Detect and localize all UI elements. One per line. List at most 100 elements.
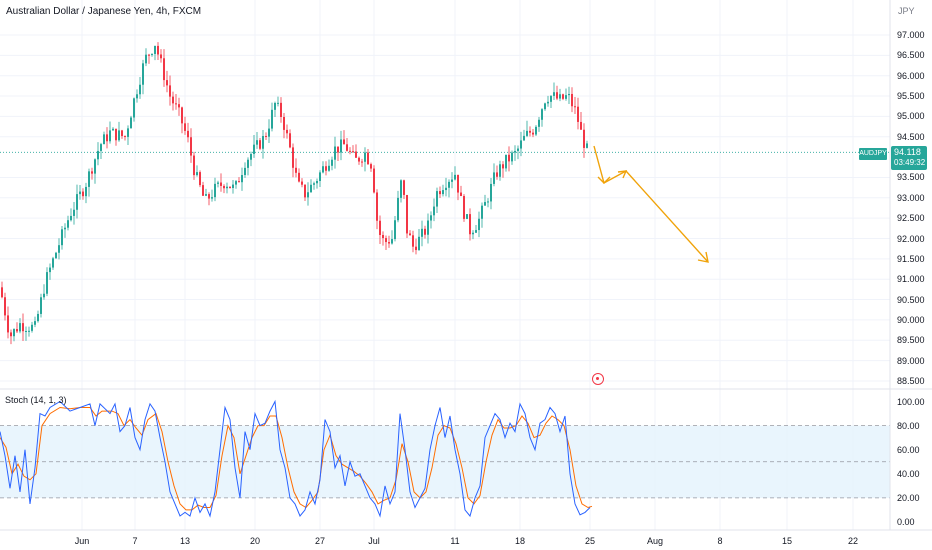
candle-body	[37, 313, 39, 322]
time-tick-label: 22	[847, 536, 859, 546]
price-tick-label: 91.000	[897, 274, 925, 285]
candle-body	[565, 95, 567, 99]
stoch-tick-label: 100.00	[897, 396, 925, 407]
candle-body	[538, 119, 540, 127]
candle-body	[541, 109, 543, 120]
time-tick-label: 18	[514, 536, 526, 546]
candle-body	[325, 166, 327, 171]
candle-body	[106, 134, 108, 142]
candle-body	[580, 121, 582, 130]
candle-body	[22, 323, 24, 332]
candle-body	[73, 209, 75, 216]
candle-body	[535, 126, 537, 135]
time-tick-label: Jun	[74, 536, 90, 546]
time-tick-label: 13	[179, 536, 191, 546]
last-price-value: 94.118	[894, 147, 921, 157]
candle-body	[439, 191, 441, 195]
candle-body	[337, 146, 339, 153]
candle-body	[187, 130, 189, 138]
candle-body	[463, 196, 465, 219]
candle-body	[46, 272, 48, 294]
candle-body	[283, 116, 285, 130]
target-marker-icon[interactable]	[592, 373, 604, 385]
candle-body	[139, 84, 141, 95]
candle-body	[511, 152, 513, 162]
candle-body	[274, 102, 276, 110]
candle-body	[226, 186, 228, 189]
price-tick-label: 97.000	[897, 30, 925, 40]
candle-body	[97, 150, 99, 160]
time-tick-label: 27	[314, 536, 326, 546]
candle-body	[151, 53, 153, 55]
candle-body	[49, 267, 51, 273]
candle-body	[415, 246, 417, 251]
candle-body	[64, 227, 66, 230]
candle-body	[472, 232, 474, 235]
candle-body	[250, 153, 252, 160]
candle-body	[457, 174, 459, 193]
time-tick-label: 20	[249, 536, 261, 546]
candle-body	[202, 185, 204, 196]
candle-body	[496, 172, 498, 177]
candle-body	[307, 192, 309, 198]
candle-body	[88, 171, 90, 187]
candle-body	[148, 54, 150, 56]
symbol-tag: AUDJPY	[859, 148, 887, 160]
price-tick-label: 96.500	[897, 50, 925, 61]
stoch-title[interactable]: Stoch (14, 1, 3)	[5, 395, 67, 405]
candle-body	[301, 181, 303, 185]
time-tick-label: Jul	[368, 536, 380, 546]
candle-body	[349, 150, 351, 152]
candle-body	[523, 135, 525, 141]
candle-body	[193, 155, 195, 176]
candle-body	[157, 45, 159, 55]
candle-body	[271, 109, 273, 129]
candle-body	[298, 172, 300, 182]
candle-body	[559, 94, 561, 99]
time-tick-label: 15	[781, 536, 793, 546]
candle-body	[544, 103, 546, 110]
candle-body	[529, 130, 531, 133]
candle-body	[448, 181, 450, 188]
candle-body	[418, 236, 420, 251]
price-tick-label: 90.000	[897, 314, 925, 325]
candle-body	[184, 123, 186, 131]
candle-body	[385, 238, 387, 243]
candle-body	[220, 182, 222, 186]
candle-body	[262, 136, 264, 149]
candle-body	[160, 54, 162, 59]
candle-body	[103, 134, 105, 145]
candle-body	[520, 140, 522, 149]
candle-body	[43, 293, 45, 298]
candle-body	[7, 315, 9, 333]
candle-body	[67, 220, 69, 228]
candle-body	[409, 233, 411, 236]
candle-body	[145, 54, 147, 64]
currency-label: JPY	[898, 6, 915, 16]
candle-body	[319, 172, 321, 181]
candle-body	[268, 128, 270, 137]
price-tick-label: 89.500	[897, 335, 925, 346]
candle-body	[316, 180, 318, 184]
candle-body	[499, 164, 501, 177]
candle-body	[328, 165, 330, 171]
candle-body	[562, 94, 564, 99]
candle-body	[172, 96, 174, 104]
trend-arrow-drawing[interactable]	[593, 145, 709, 263]
candle-body	[4, 297, 6, 316]
candle-body	[232, 184, 234, 189]
candle-body	[367, 152, 369, 165]
candle-body	[223, 185, 225, 189]
candle-body	[397, 197, 399, 221]
candle-body	[124, 136, 126, 138]
candle-body	[334, 146, 336, 160]
candle-body	[85, 186, 87, 197]
candle-body	[19, 323, 21, 332]
candle-body	[100, 144, 102, 151]
candle-body	[406, 194, 408, 234]
candle-body	[1, 287, 3, 298]
candle-body	[493, 172, 495, 184]
candle-body	[121, 130, 123, 137]
candle-body	[574, 106, 576, 108]
